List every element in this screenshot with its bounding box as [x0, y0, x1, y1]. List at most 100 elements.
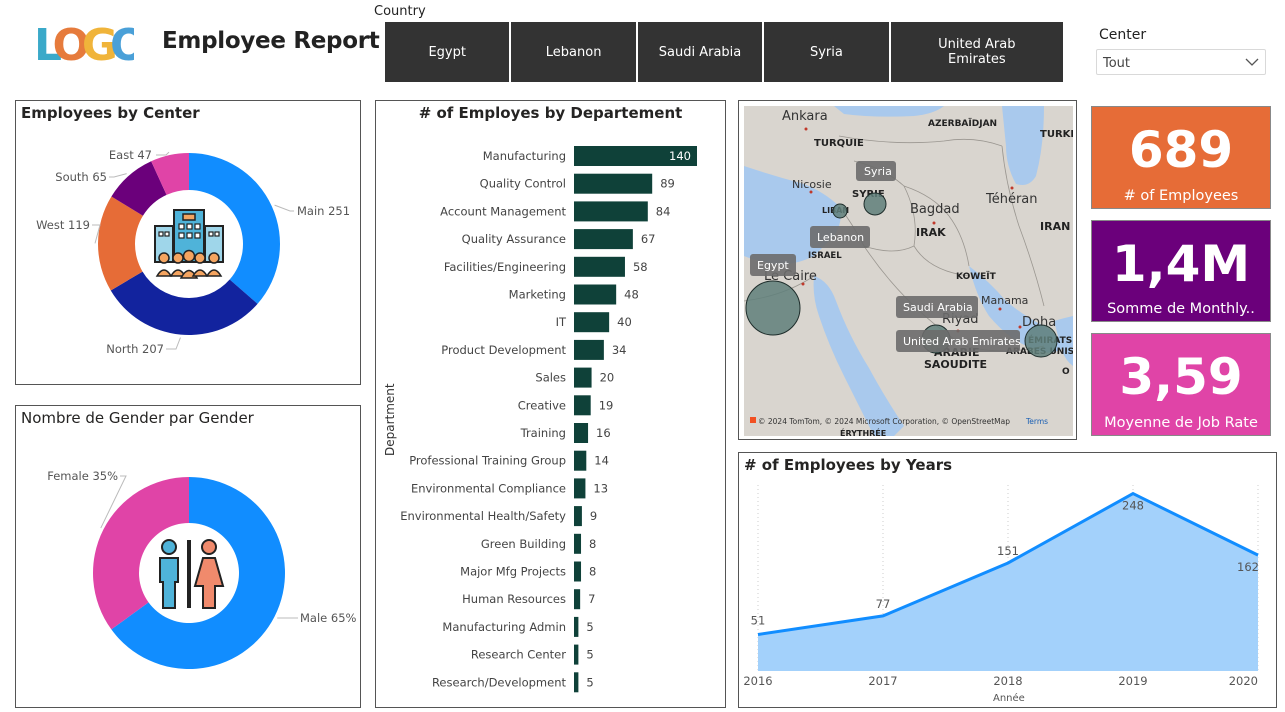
dept-category-label: Research Center: [471, 648, 566, 662]
dept-bar[interactable]: [574, 478, 586, 499]
donut-slice-female[interactable]: [92, 477, 189, 630]
employees-by-center-panel: Employees by Center Main 251 North 207 Wes…: [15, 100, 361, 385]
svg-text:Egypt: Egypt: [757, 259, 789, 272]
dept-bar[interactable]: [574, 589, 581, 610]
dept-value-label: 40: [617, 315, 632, 329]
map-country-label: IRAN: [1040, 220, 1070, 233]
chevron-down-icon: [1245, 58, 1259, 66]
country-option-uae[interactable]: United Arab Emirates: [890, 22, 1064, 82]
map-city-label: Manama: [981, 294, 1028, 307]
donut-slice-male[interactable]: [111, 477, 285, 669]
dept-bar[interactable]: [574, 339, 604, 360]
map-tooltip-lebanon: Lebanon: [810, 226, 870, 248]
dept-bar[interactable]: [574, 423, 589, 443]
caspian-sea: [1002, 106, 1044, 185]
dept-bar[interactable]: [574, 616, 579, 637]
year-data-label: 51: [751, 614, 766, 628]
year-data-label: 151: [997, 544, 1019, 558]
donut-slice-main[interactable]: [189, 153, 280, 304]
dept-bar[interactable]: [574, 367, 592, 388]
donut-slice-south[interactable]: [111, 161, 167, 216]
svg-text:United Arab Emirates: United Arab Emirates: [903, 335, 1021, 348]
center-dropdown-value: Tout: [1103, 56, 1131, 71]
map-bubble-uae[interactable]: [1024, 324, 1058, 358]
dept-category-label: Human Resources: [462, 592, 566, 606]
dept-category-label: Marketing: [509, 288, 566, 302]
map-city-label: Nicosie: [792, 178, 832, 191]
center-dropdown[interactable]: Tout: [1096, 49, 1266, 75]
area-fill: [758, 493, 1258, 671]
center-chart-title: Employees by Center: [21, 104, 200, 122]
country-option-saudi-arabia[interactable]: Saudi Arabia: [637, 22, 765, 82]
years-panel: # of Employees by Years Année 51 2016 77 20…: [738, 452, 1277, 708]
department-bar-chart: Department Manufacturing 140 Quality Contr…: [383, 146, 697, 693]
dept-category-label: Manufacturing: [483, 149, 566, 163]
dept-category-label: Account Management: [440, 204, 566, 218]
country-slicer-label: Country: [374, 4, 426, 19]
dept-category-label: Quality Assurance: [462, 232, 566, 246]
country-bubble-map[interactable]: Ankara Nicosie Bagdad Téhéran Le Caire R…: [744, 106, 1073, 436]
dept-category-label: IT: [556, 315, 567, 329]
dept-value-label: 5: [586, 620, 593, 634]
map-bubble-egypt[interactable]: [745, 280, 801, 336]
map-tooltip-syria: Syria: [856, 161, 896, 181]
map-country-label: SYRIE: [852, 189, 885, 200]
map-country-label: O: [1062, 367, 1070, 377]
map-bubble-syria[interactable]: [863, 192, 887, 216]
map-panel: Ankara Nicosie Bagdad Téhéran Le Caire R…: [738, 100, 1077, 440]
male-female-icon: [159, 539, 225, 609]
dept-value-label: 89: [660, 177, 675, 191]
dept-value-label: 5: [586, 648, 593, 662]
country-option-syria[interactable]: Syria: [764, 22, 891, 82]
dept-category-label: Facilities/Engineering: [444, 260, 566, 274]
dept-bar[interactable]: [574, 506, 582, 527]
map-country-label: ISRAEL: [808, 251, 842, 261]
map-city-markers: [801, 127, 1022, 333]
dept-value-label: 48: [624, 288, 639, 302]
svg-text:LOGO: LOGO: [34, 20, 134, 66]
donut-data-label: West 119: [36, 218, 90, 232]
donut-slice-west[interactable]: [97, 196, 143, 291]
dept-category-label: Research/Development: [432, 675, 567, 689]
country-option-egypt[interactable]: Egypt: [385, 22, 512, 82]
country-option-lebanon[interactable]: Lebanon: [511, 22, 638, 82]
map-bubble-lebanon[interactable]: [832, 203, 848, 219]
dept-bar[interactable]: [574, 672, 579, 693]
map-country-label: TURKI: [1040, 129, 1073, 140]
dept-bar[interactable]: [574, 450, 587, 471]
area-line[interactable]: [757, 491, 1259, 636]
dept-bar[interactable]: [574, 284, 617, 305]
donut-slice-east[interactable]: [151, 153, 189, 195]
year-tick-label: 2018: [993, 674, 1022, 688]
donut-data-label: Male 65%: [300, 611, 357, 625]
dept-bar[interactable]: [574, 561, 582, 582]
map-country-label: KOWEÏT: [956, 271, 997, 282]
dept-bar[interactable]: [574, 395, 591, 416]
dept-bar[interactable]: [574, 312, 610, 333]
gender-panel: Nombre de Gender par Gender Male 65% Fema…: [15, 405, 361, 708]
donut-slice-north[interactable]: [110, 271, 258, 335]
year-tick-label: 2020: [1229, 674, 1258, 688]
kpi-value: 689: [1128, 121, 1234, 179]
year-tick-label: 2016: [743, 674, 772, 688]
years-chart-title: # of Employees by Years: [744, 456, 953, 474]
dept-bar[interactable]: [574, 201, 648, 222]
dept-bar[interactable]: [574, 229, 633, 250]
office-building-people-icon: [154, 209, 224, 279]
dept-bar[interactable]: [574, 256, 625, 277]
svg-text:Syria: Syria: [864, 165, 892, 178]
company-logo: LOGO: [34, 20, 154, 71]
dept-bar[interactable]: [574, 173, 653, 194]
donut-data-label: North 207: [106, 342, 164, 356]
map-terms-link[interactable]: Terms: [1025, 417, 1048, 426]
map-country-label: AZERBAÏDJAN: [928, 118, 997, 129]
dept-bar[interactable]: [574, 533, 582, 554]
years-area-chart: Année 51 2016 77 2017 151 2018 248 2019 162 2020: [743, 485, 1259, 704]
dept-value-label: 34: [612, 343, 627, 357]
dept-bar[interactable]: [574, 146, 697, 166]
dept-value-label: 5: [586, 675, 593, 689]
map-country-label: SAOUDITE: [924, 358, 987, 371]
dept-value-label: 9: [590, 509, 597, 523]
dept-bar[interactable]: [574, 644, 579, 665]
